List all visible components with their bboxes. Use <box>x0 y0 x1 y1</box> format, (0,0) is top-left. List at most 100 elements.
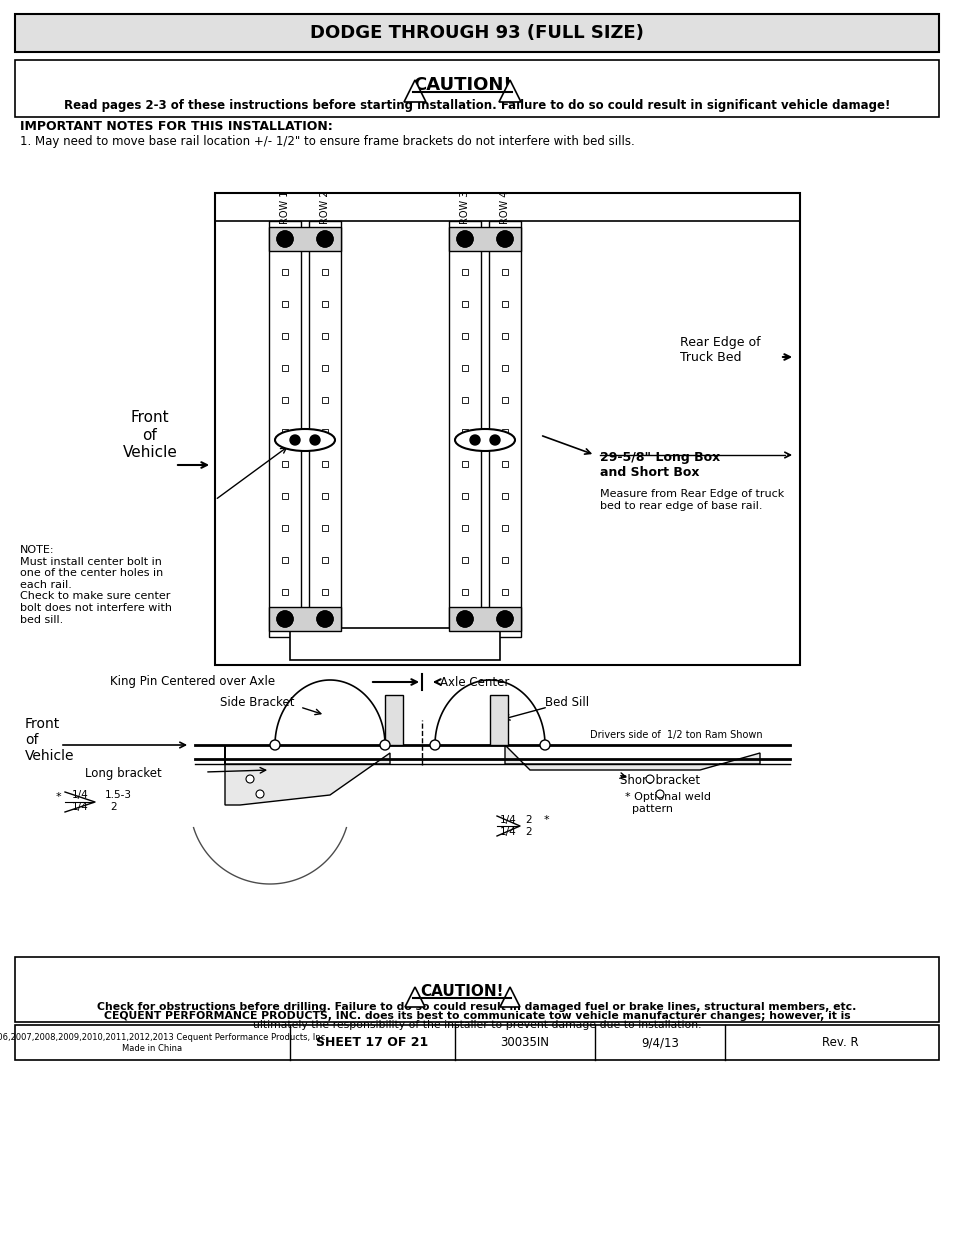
Circle shape <box>497 231 513 247</box>
Text: ROW 4: ROW 4 <box>499 190 510 224</box>
Bar <box>501 269 507 275</box>
Text: CAUTION!: CAUTION! <box>420 983 503 999</box>
Circle shape <box>497 611 513 627</box>
Circle shape <box>497 611 513 627</box>
Bar <box>282 493 288 499</box>
Circle shape <box>316 231 333 247</box>
Polygon shape <box>504 745 760 769</box>
Bar <box>309 221 340 637</box>
Ellipse shape <box>455 429 515 451</box>
Bar <box>501 366 507 370</box>
Circle shape <box>246 776 253 783</box>
Text: Front
of
Vehicle: Front of Vehicle <box>122 410 177 459</box>
Bar <box>501 589 507 595</box>
Bar <box>461 366 468 370</box>
Text: 2: 2 <box>524 827 531 837</box>
Text: DODGE THROUGH 93 (FULL SIZE): DODGE THROUGH 93 (FULL SIZE) <box>310 23 643 42</box>
Text: 2: 2 <box>524 815 531 825</box>
Text: ultimately the responsibility of the installer to prevent damage due to installa: ultimately the responsibility of the ins… <box>253 1020 700 1030</box>
Circle shape <box>497 231 513 247</box>
Circle shape <box>255 790 264 798</box>
Text: CAUTION!: CAUTION! <box>413 77 511 94</box>
Bar <box>385 695 402 745</box>
Text: Rear Edge of
Truck Bed: Rear Edge of Truck Bed <box>679 336 760 364</box>
Polygon shape <box>499 987 519 1007</box>
Text: IMPORTANT NOTES FOR THIS INSTALLATION:: IMPORTANT NOTES FOR THIS INSTALLATION: <box>20 121 333 133</box>
Text: 29-5/8" Long Box
and Short Box: 29-5/8" Long Box and Short Box <box>599 451 720 479</box>
Bar <box>461 589 468 595</box>
Text: Bed Sill: Bed Sill <box>544 695 589 709</box>
Bar <box>461 461 468 467</box>
Bar <box>501 493 507 499</box>
Bar <box>501 429 507 435</box>
Circle shape <box>276 611 293 627</box>
Circle shape <box>645 776 654 783</box>
Text: 1.5-3: 1.5-3 <box>105 790 132 800</box>
Circle shape <box>539 740 550 750</box>
Text: 1/4: 1/4 <box>71 802 89 811</box>
Text: ROW 3: ROW 3 <box>459 190 470 224</box>
Bar <box>322 301 328 308</box>
Text: Check for obstructions before drilling. Failure to do so could result in damaged: Check for obstructions before drilling. … <box>97 1002 856 1011</box>
Text: !: ! <box>413 995 416 1004</box>
Bar <box>461 525 468 531</box>
Circle shape <box>456 231 473 247</box>
Circle shape <box>490 435 499 445</box>
Circle shape <box>270 740 280 750</box>
Polygon shape <box>403 80 426 103</box>
Text: !: ! <box>413 90 416 100</box>
Bar <box>282 269 288 275</box>
Circle shape <box>430 740 439 750</box>
Text: 1/4: 1/4 <box>499 815 517 825</box>
Bar <box>322 557 328 563</box>
Bar <box>214 193 800 664</box>
Bar <box>501 301 507 308</box>
Text: Short bracket: Short bracket <box>619 773 700 787</box>
Bar <box>461 396 468 403</box>
Bar <box>282 589 288 595</box>
Text: SHEET 17 OF 21: SHEET 17 OF 21 <box>315 1036 428 1050</box>
Bar <box>322 429 328 435</box>
Bar <box>501 557 507 563</box>
Bar <box>282 429 288 435</box>
Polygon shape <box>225 745 390 805</box>
Bar <box>269 227 340 251</box>
Text: Long bracket: Long bracket <box>85 767 162 779</box>
Bar <box>449 227 520 251</box>
Bar <box>282 366 288 370</box>
Bar <box>501 525 507 531</box>
Bar <box>322 396 328 403</box>
Text: Drivers side of  1/2 ton Ram Shown: Drivers side of 1/2 ton Ram Shown <box>589 730 761 740</box>
Circle shape <box>316 611 333 627</box>
Bar <box>461 429 468 435</box>
Bar <box>322 589 328 595</box>
Bar <box>461 557 468 563</box>
Circle shape <box>470 435 479 445</box>
Text: ROW 2: ROW 2 <box>319 190 330 224</box>
Bar <box>322 333 328 338</box>
Circle shape <box>456 611 473 627</box>
Text: 1/4: 1/4 <box>71 790 89 800</box>
Bar <box>501 396 507 403</box>
Bar <box>15 1025 938 1060</box>
Circle shape <box>456 611 473 627</box>
Circle shape <box>656 790 663 798</box>
Circle shape <box>316 611 333 627</box>
Text: Front
of
Vehicle: Front of Vehicle <box>25 716 74 763</box>
Text: Read pages 2-3 of these instructions before starting installation. Failure to do: Read pages 2-3 of these instructions bef… <box>64 100 889 112</box>
Text: 2: 2 <box>110 802 116 811</box>
Bar <box>282 333 288 338</box>
Text: 1/4: 1/4 <box>499 827 517 837</box>
Text: *: * <box>55 792 61 802</box>
Bar <box>15 957 938 1023</box>
Text: *: * <box>543 815 549 825</box>
Circle shape <box>290 435 299 445</box>
Text: !: ! <box>507 90 512 100</box>
Circle shape <box>379 740 390 750</box>
Bar <box>322 493 328 499</box>
Bar <box>282 461 288 467</box>
Bar <box>322 269 328 275</box>
Text: CEQUENT PERFORMANCE PRODUCTS, INC. does its best to communicate tow vehicle manu: CEQUENT PERFORMANCE PRODUCTS, INC. does … <box>104 1011 849 1021</box>
Bar <box>269 221 301 637</box>
Bar <box>282 557 288 563</box>
